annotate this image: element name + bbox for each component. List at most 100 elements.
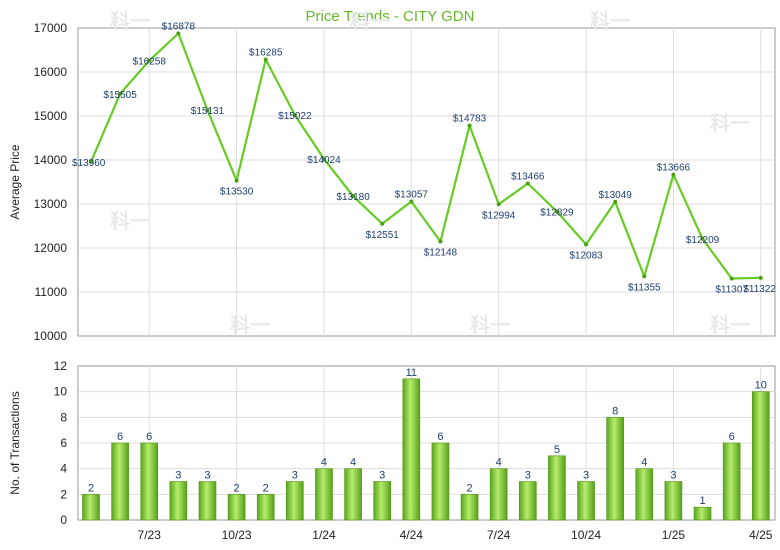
price-point [467, 123, 472, 128]
price-point [292, 113, 297, 118]
price-point [438, 239, 443, 244]
transaction-bar [518, 481, 537, 521]
price-point [525, 181, 530, 186]
transaction-data-label: 3 [204, 470, 210, 482]
price-data-label: $13180 [336, 192, 370, 203]
watermark: 科一 [350, 9, 390, 33]
price-data-label: $15022 [278, 111, 312, 122]
price-data-label: $12551 [366, 230, 400, 241]
transactions-tick-label: 6 [60, 436, 67, 450]
transactions-tick-label: 10 [54, 385, 68, 399]
price-point [321, 156, 326, 161]
transaction-data-label: 3 [583, 470, 589, 482]
transaction-bar [256, 494, 275, 521]
transactions-axis-title: No. of Transactions [8, 391, 22, 494]
transaction-bar [431, 442, 450, 521]
watermark: 科一 [110, 209, 150, 233]
x-tick-label: 10/23 [222, 528, 252, 542]
transaction-bar [402, 378, 421, 521]
price-tick-label: 17000 [34, 21, 68, 35]
transaction-data-label: 6 [437, 431, 443, 443]
chart-title: Price Trends - CITY GDN [306, 8, 475, 25]
transaction-data-label: 3 [379, 470, 385, 482]
watermark: 科一 [110, 9, 150, 33]
price-data-label: $13666 [657, 163, 691, 174]
transactions-axis-ticks: 0 2 4 6 8 10 12 [54, 359, 68, 527]
price-point [176, 31, 181, 36]
price-data-label: $13960 [72, 158, 106, 169]
transaction-data-label: 1 [699, 495, 705, 507]
x-tick-label: 7/24 [487, 528, 511, 542]
transaction-data-label: 6 [146, 431, 152, 443]
price-data-label: $12994 [482, 210, 516, 221]
price-point [758, 275, 763, 280]
transactions-tick-label: 8 [60, 410, 67, 424]
price-tick-label: 10000 [34, 329, 68, 343]
price-point [234, 178, 239, 183]
transaction-bar [460, 494, 479, 521]
price-tick-label: 13000 [34, 197, 68, 211]
transaction-bar [722, 442, 741, 521]
transactions-series: 2 6 6 3 3 2 2 3 4 4 3 11 6 2 4 3 5 3 8 4 3 1 6 10 [82, 367, 770, 521]
price-data-label: $14024 [307, 155, 341, 166]
transaction-bar [489, 468, 508, 521]
price-tick-label: 14000 [34, 153, 68, 167]
price-tick-label: 16000 [34, 65, 68, 79]
price-data-label: $11322 [743, 284, 776, 295]
watermark: 科一 [710, 111, 750, 135]
transaction-bar [373, 481, 392, 521]
transaction-data-label: 2 [234, 482, 240, 494]
transaction-bar [635, 468, 654, 521]
price-point [554, 209, 559, 214]
price-data-label: $11307 [715, 284, 748, 295]
transaction-data-label: 4 [641, 457, 647, 469]
transaction-data-label: 2 [466, 482, 472, 494]
price-grid [78, 28, 775, 336]
price-data-label: $12829 [540, 208, 574, 219]
price-point [729, 276, 734, 281]
transaction-data-label: 5 [554, 444, 560, 456]
price-data-label: $16878 [162, 21, 196, 32]
watermarks-top: 科一 科一 科一 科一 科一 科一 科一 科一 [110, 9, 750, 337]
transaction-bar [82, 494, 100, 521]
x-tick-label: 1/24 [312, 528, 336, 542]
transaction-data-label: 4 [496, 457, 502, 469]
price-point [642, 274, 647, 279]
x-tick-label: 4/25 [749, 528, 773, 542]
transaction-bar [751, 391, 770, 521]
transaction-data-label: 10 [755, 380, 767, 392]
price-point [700, 236, 705, 241]
watermark: 科一 [230, 313, 270, 337]
x-tick-label: 10/24 [571, 528, 601, 542]
transaction-data-label: 6 [117, 431, 123, 443]
price-data-label: $16258 [133, 57, 167, 68]
price-axis-title: Average Price [8, 144, 22, 219]
watermark: 科一 [710, 313, 750, 337]
x-tick-label: 1/25 [662, 528, 686, 542]
x-axis-ticks: 7/23 10/23 1/24 4/24 7/24 10/24 1/25 4/25 [138, 528, 773, 542]
price-tick-label: 12000 [34, 241, 68, 255]
price-data-label: $12209 [686, 235, 720, 246]
price-point [380, 221, 385, 226]
price-point [147, 58, 152, 63]
watermark: 科一 [470, 313, 510, 337]
transactions-tick-label: 0 [60, 513, 67, 527]
transaction-bar [315, 468, 333, 521]
price-data-label: $12148 [424, 247, 458, 258]
price-data-label: $13466 [511, 171, 545, 182]
transaction-data-label: 4 [321, 457, 327, 469]
transaction-bar [344, 468, 362, 521]
price-axis-ticks: 10000 11000 12000 13000 14000 15000 16000 17000 [34, 21, 68, 343]
transaction-data-label: 2 [88, 482, 94, 494]
transaction-data-label: 2 [263, 482, 269, 494]
price-point [584, 242, 589, 247]
watermark: 科一 [590, 9, 630, 33]
transaction-bar [140, 442, 159, 521]
transaction-bar [548, 455, 566, 521]
transaction-data-label: 4 [350, 457, 356, 469]
price-point [263, 57, 268, 62]
transaction-data-label: 8 [612, 405, 618, 417]
price-data-label: $14783 [453, 114, 487, 125]
transaction-bar [577, 481, 595, 521]
